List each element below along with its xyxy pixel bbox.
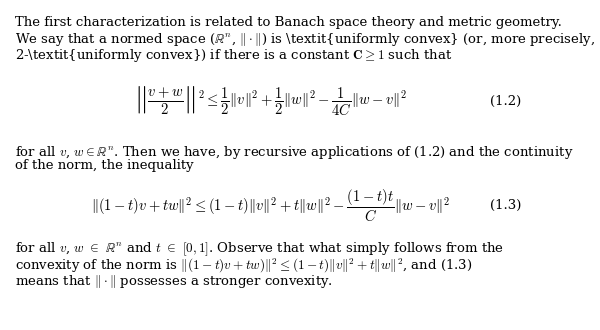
Text: We say that a normed space ($\mathbb{R}^n$, $\|\cdot\|$) is \textit{uniformly co: We say that a normed space ($\mathbb{R}^… [15, 31, 595, 49]
Text: of the norm, the inequality: of the norm, the inequality [15, 159, 193, 172]
Text: for all $v$, $w$ $\in$ $\mathbb{R}^n$ and $t$ $\in$ $[0, 1]$. Observe that what : for all $v$, $w$ $\in$ $\mathbb{R}^n$ an… [15, 240, 504, 258]
Text: $\left\|\dfrac{v+w}{2}\right\|^2 \leq \dfrac{1}{2}\|v\|^2 + \dfrac{1}{2}\|w\|^2 : $\left\|\dfrac{v+w}{2}\right\|^2 \leq \d… [134, 85, 407, 118]
Text: for all $v$, $w \in \mathbb{R}^n$. Then we have, by recursive applications of (1: for all $v$, $w \in \mathbb{R}^n$. Then … [15, 144, 574, 161]
Text: 2-\textit{uniformly convex}) if there is a constant $\mathbf{C} \geq 1$ such tha: 2-\textit{uniformly convex}) if there is… [15, 47, 452, 64]
Text: (1.2): (1.2) [490, 95, 521, 108]
Text: means that $\|\cdot\|$ possesses a stronger convexity.: means that $\|\cdot\|$ possesses a stron… [15, 273, 333, 290]
Text: (1.3): (1.3) [490, 199, 521, 213]
Text: convexity of the norm is $\|(1-t)v + tw)\|^2 \leq (1-t)\|v\|^2 + t\|w\|^2$, and : convexity of the norm is $\|(1-t)v + tw)… [15, 257, 472, 275]
Text: $\|(1-t)v + tw\|^2 \leq (1-t)\|v\|^2 + t\|w\|^2 - \dfrac{(1-t)t}{C}\|w-v\|^2$: $\|(1-t)v + tw\|^2 \leq (1-t)\|v\|^2 + t… [91, 188, 451, 224]
Text: The first characterization is related to Banach space theory and metric geometry: The first characterization is related to… [15, 16, 562, 29]
